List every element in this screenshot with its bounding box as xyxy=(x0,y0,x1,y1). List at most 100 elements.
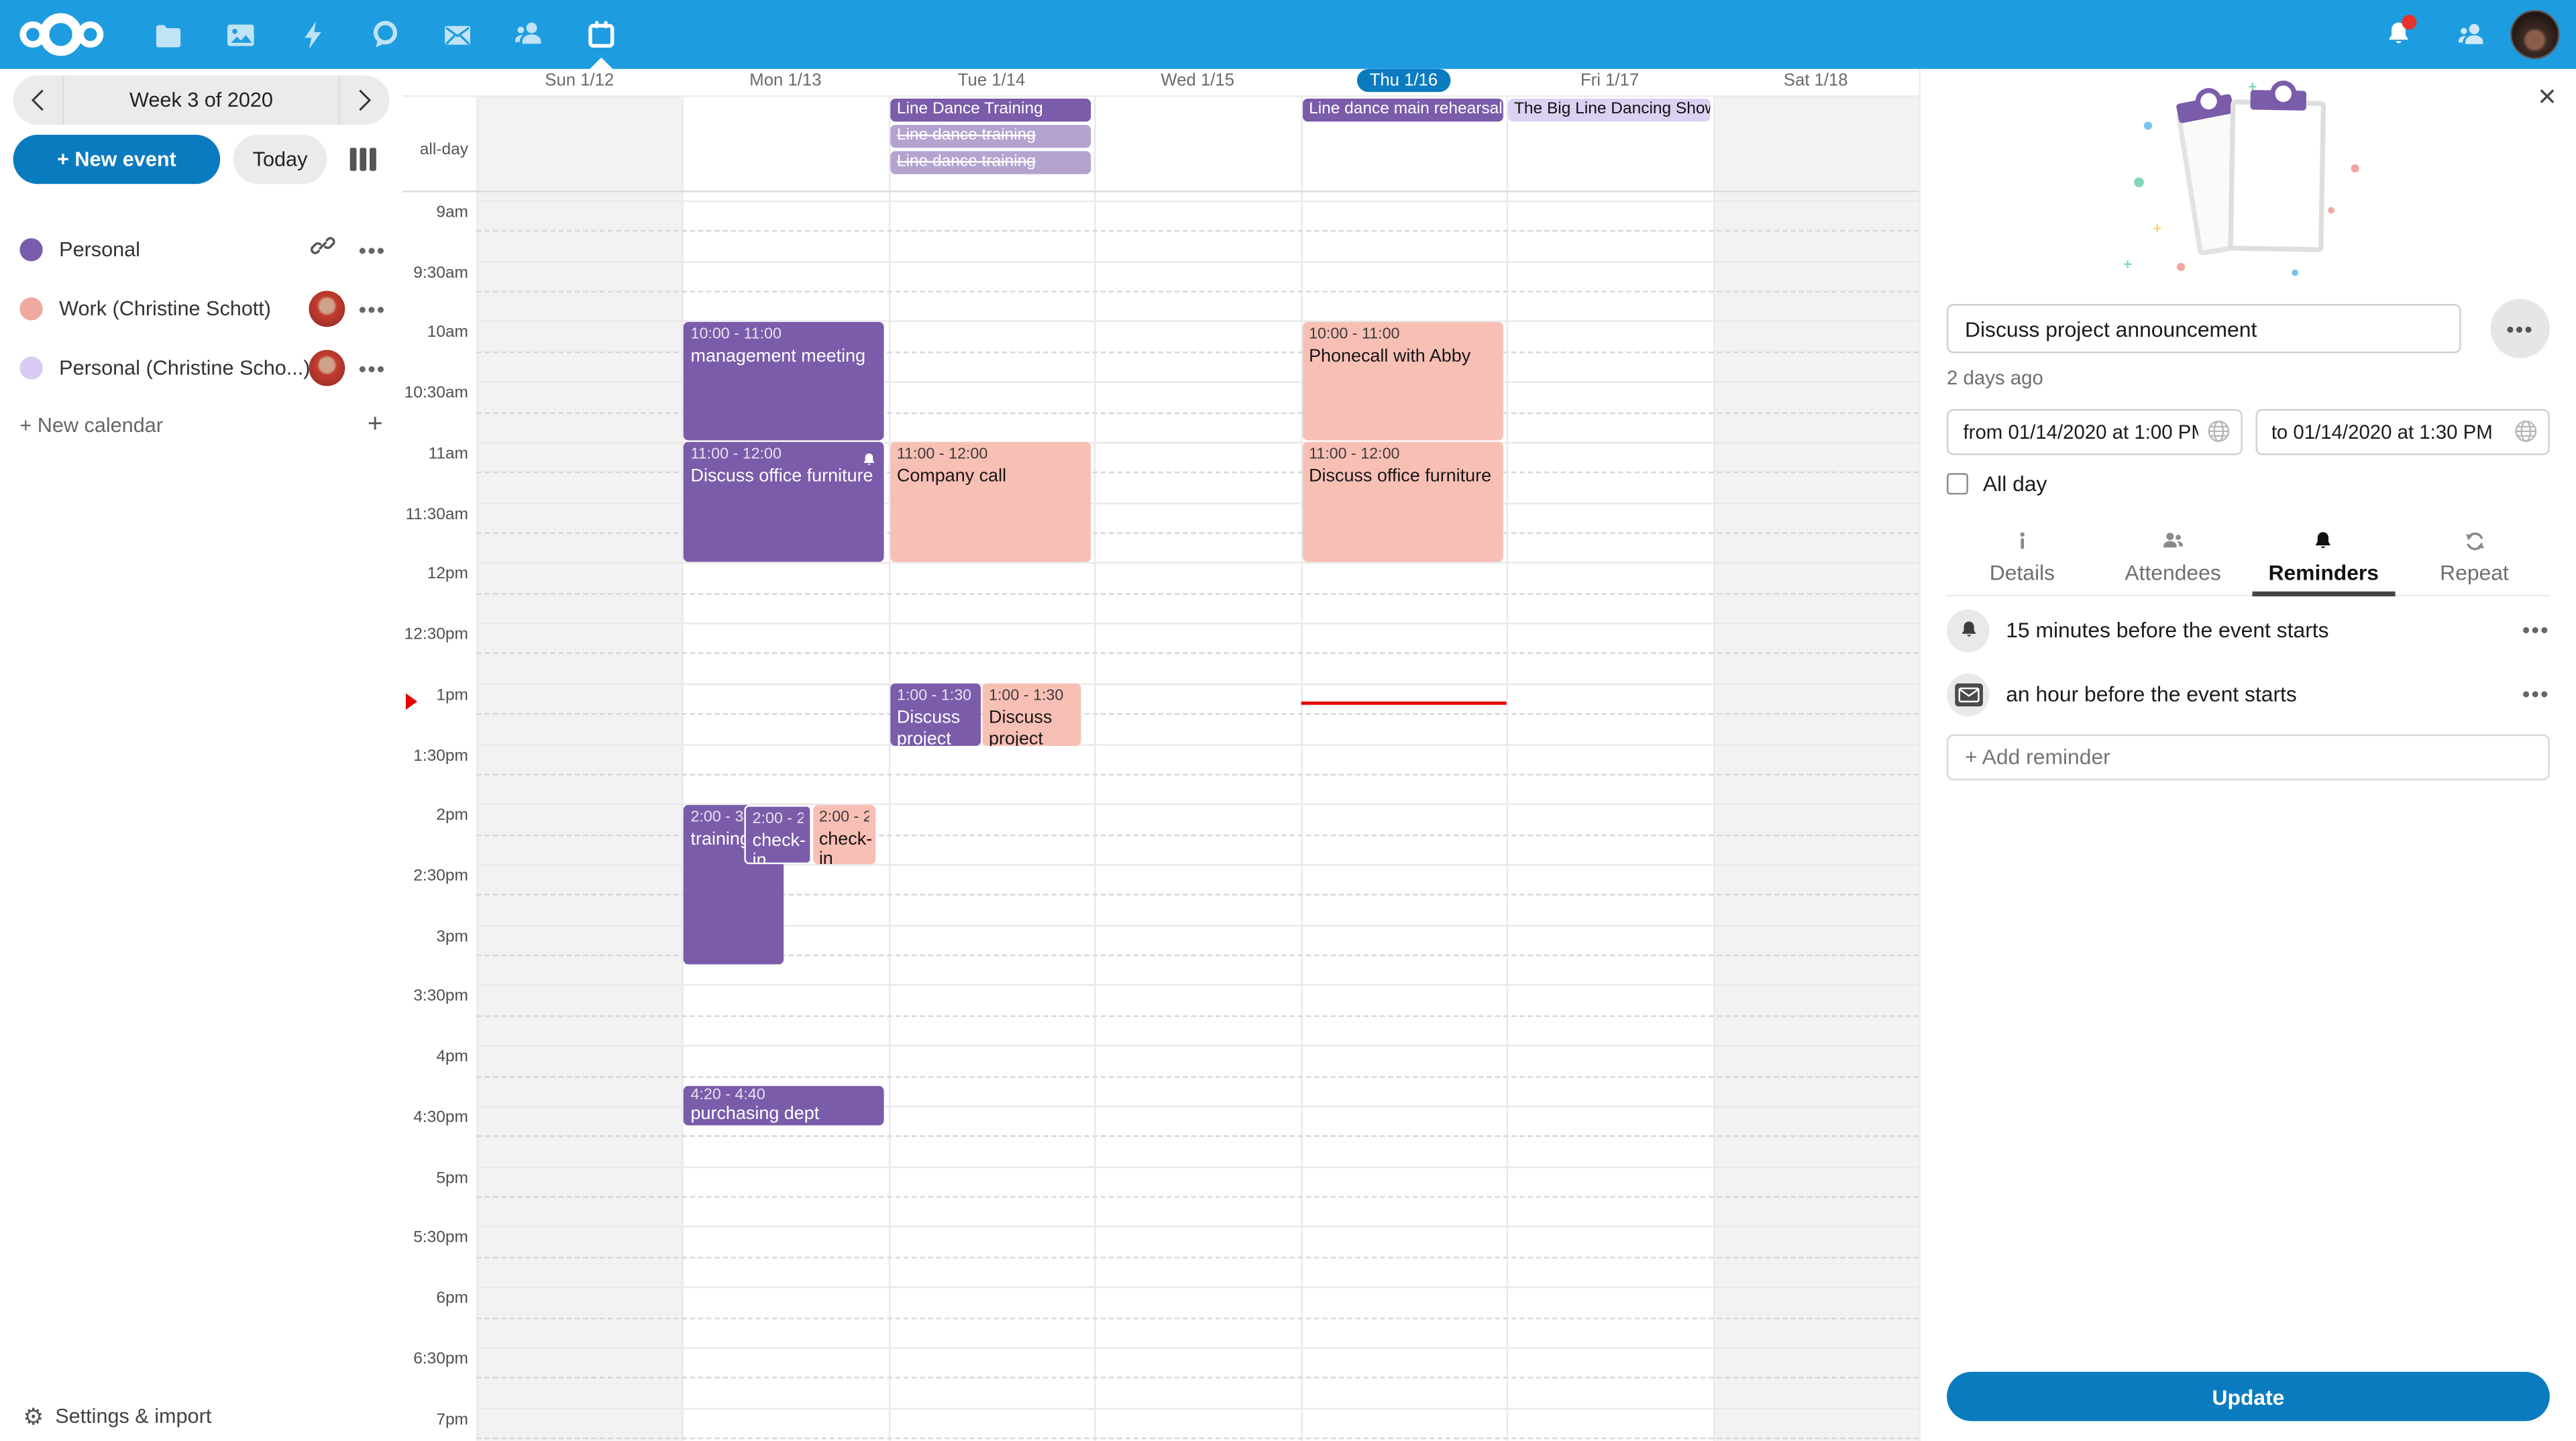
activity-icon[interactable] xyxy=(276,0,348,69)
grid-line xyxy=(1300,95,1303,1441)
new-calendar-button[interactable]: + New calendar + xyxy=(0,398,402,453)
contacts-icon[interactable] xyxy=(493,0,566,69)
grid-line xyxy=(476,1346,1919,1349)
previous-week-button[interactable] xyxy=(13,76,62,125)
left-sidebar: Week 3 of 2020 + New event Today Persona… xyxy=(0,68,403,1441)
grid-line xyxy=(476,1316,1919,1319)
active-app-caret xyxy=(590,57,613,69)
all-day-checkbox[interactable] xyxy=(1947,473,1968,495)
time-label: 4pm xyxy=(436,1048,468,1067)
allday-event[interactable]: Line dance main rehearsal xyxy=(1302,97,1503,122)
tab-attendees[interactable]: Attendees xyxy=(2098,519,2249,595)
event-purchasing-dept[interactable]: 4:20 - 4:40 purchasing dept xyxy=(684,1085,885,1126)
allday-event[interactable]: The Big Line Dancing Show xyxy=(1507,97,1711,122)
event-management-meeting[interactable]: 10:00 - 11:00 management meeting xyxy=(684,321,885,441)
today-button[interactable]: Today xyxy=(233,134,327,184)
from-datetime-input[interactable] xyxy=(1947,409,2242,456)
event-check-in-purple[interactable]: 2:00 - 2:20 check-in xyxy=(744,804,812,863)
calendar-item-personal-christine[interactable]: Personal (Christine Scho...) ••• xyxy=(0,338,402,397)
event-title-input[interactable] xyxy=(1947,304,2461,354)
allday-event[interactable]: Line Dance Training xyxy=(890,97,1091,122)
settings-import-button[interactable]: ⚙ Settings & import xyxy=(23,1405,211,1428)
event-phonecall-with-abby[interactable]: 10:00 - 11:00 Phonecall with Abby xyxy=(1302,321,1503,441)
grid-line xyxy=(476,623,1919,625)
day-header-wed[interactable]: Wed 1/15 xyxy=(1161,70,1235,91)
reminder-bell-icon xyxy=(1947,608,1990,652)
clipboard-clip xyxy=(2175,93,2234,124)
event-time: 11:00 - 12:00 xyxy=(1309,445,1400,464)
confetti-dot xyxy=(2133,177,2143,188)
shared-by-avatar xyxy=(309,350,346,386)
calendar-icon[interactable] xyxy=(565,0,637,69)
calendar-item-work-christine[interactable]: Work (Christine Schott) ••• xyxy=(0,279,402,338)
next-week-button[interactable] xyxy=(340,76,389,125)
tab-label: Repeat xyxy=(2440,560,2509,585)
confetti-dot xyxy=(2176,262,2184,272)
share-link-icon[interactable] xyxy=(311,233,336,266)
event-title: Discuss office furniture xyxy=(1309,466,1492,486)
nextcloud-logo-icon[interactable] xyxy=(19,10,105,59)
calendar-list: Personal ••• Work (Christine Schott) •••… xyxy=(0,220,402,453)
clipboard-clip xyxy=(2249,89,2306,111)
event-more-menu-icon[interactable]: ••• xyxy=(2490,299,2550,358)
grid-line xyxy=(476,1195,1919,1198)
files-icon[interactable] xyxy=(131,0,204,69)
update-button[interactable]: Update xyxy=(1947,1371,2550,1422)
event-discuss-office-furniture-thu[interactable]: 11:00 - 12:00 Discuss office furniture xyxy=(1302,441,1503,562)
user-avatar[interactable] xyxy=(2510,9,2560,60)
calendar-menu-icon[interactable]: ••• xyxy=(358,237,386,262)
event-check-in-salmon[interactable]: 2:00 - 2:20 check-in xyxy=(812,804,875,863)
event-time: 2:00 - 2:20 xyxy=(818,807,868,826)
tab-details[interactable]: Details xyxy=(1947,519,2098,595)
calendar-menu-icon[interactable]: ••• xyxy=(358,356,386,380)
day-header-tue[interactable]: Tue 1/14 xyxy=(957,70,1026,91)
talk-icon[interactable] xyxy=(348,0,421,69)
grid-line xyxy=(476,1045,1919,1047)
tab-label: Details xyxy=(1989,560,2055,585)
close-icon[interactable]: × xyxy=(2538,81,2557,115)
grid-line xyxy=(476,95,478,1441)
week-label[interactable]: Week 3 of 2020 xyxy=(62,75,340,125)
to-datetime-input[interactable] xyxy=(2255,409,2550,456)
grid-line xyxy=(476,1226,1919,1228)
reminder-menu-icon[interactable]: ••• xyxy=(2522,617,2550,643)
notifications-bell-icon[interactable] xyxy=(2363,0,2435,69)
event-discuss-office-furniture-mon[interactable]: 11:00 - 12:00 Discuss office furniture xyxy=(684,441,885,562)
day-header-fri[interactable]: Fri 1/17 xyxy=(1580,70,1640,91)
time-label: 11:30am xyxy=(405,505,468,524)
allday-event-cancelled[interactable]: Line dance training xyxy=(890,123,1091,148)
event-time: 11:00 - 12:00 xyxy=(690,445,782,464)
event-discuss-project[interactable]: 1:00 - 1:30 Discuss project xyxy=(982,683,1081,746)
calendar-menu-icon[interactable]: ••• xyxy=(358,297,386,321)
day-header-thu-active[interactable]: Thu 1/16 xyxy=(1301,68,1507,95)
datetime-row xyxy=(1947,409,2550,456)
add-reminder-button[interactable]: + Add reminder xyxy=(1947,734,2550,781)
day-header-mon[interactable]: Mon 1/13 xyxy=(749,70,822,91)
time-label: 10am xyxy=(427,324,468,343)
tab-repeat[interactable]: Repeat xyxy=(2399,519,2550,595)
time-label: 11am xyxy=(428,445,468,464)
day-header-sat[interactable]: Sat 1/18 xyxy=(1783,70,1848,91)
event-title: Discuss project xyxy=(989,708,1053,746)
allday-event-cancelled[interactable]: Line dance training xyxy=(890,150,1091,174)
timezone-globe-icon[interactable] xyxy=(2206,419,2231,451)
calendar-color-dot xyxy=(19,356,43,380)
contacts-menu-icon[interactable] xyxy=(2434,0,2507,69)
photos-icon[interactable] xyxy=(204,0,276,69)
tab-reminders[interactable]: Reminders xyxy=(2248,519,2399,596)
mail-icon[interactable] xyxy=(421,0,493,69)
day-header-sun[interactable]: Sun 1/12 xyxy=(545,70,614,91)
new-event-button[interactable]: + New event xyxy=(13,134,221,184)
reminder-menu-icon[interactable]: ••• xyxy=(2522,682,2550,707)
event-discuss-project-announcement[interactable]: 1:00 - 1:30 Discuss project announcement xyxy=(890,683,981,746)
view-switcher-icon[interactable] xyxy=(350,148,376,171)
event-company-call[interactable]: 11:00 - 12:00 Company call xyxy=(890,441,1091,562)
timezone-globe-icon[interactable] xyxy=(2514,419,2538,451)
grid-line xyxy=(476,713,1919,715)
event-time: 10:00 - 11:00 xyxy=(1309,324,1400,343)
grid-line xyxy=(476,1286,1919,1289)
to-field xyxy=(2255,409,2550,456)
current-time-arrow xyxy=(405,693,418,710)
time-label: 3pm xyxy=(436,928,468,947)
calendar-item-personal[interactable]: Personal ••• xyxy=(0,220,402,279)
